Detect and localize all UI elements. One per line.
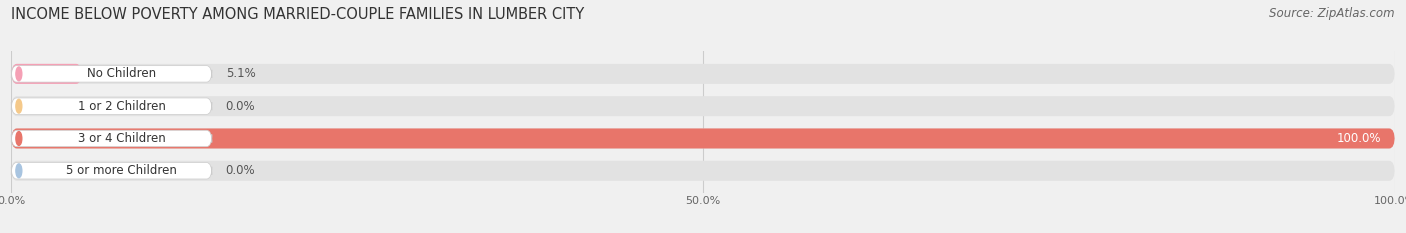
Text: Source: ZipAtlas.com: Source: ZipAtlas.com [1270, 7, 1395, 20]
FancyBboxPatch shape [11, 130, 212, 147]
FancyBboxPatch shape [11, 128, 1395, 148]
Circle shape [15, 67, 22, 81]
Circle shape [15, 164, 22, 178]
Text: 0.0%: 0.0% [226, 100, 256, 113]
Text: 5.1%: 5.1% [226, 67, 256, 80]
Text: No Children: No Children [87, 67, 156, 80]
Text: 1 or 2 Children: 1 or 2 Children [77, 100, 166, 113]
FancyBboxPatch shape [11, 161, 1395, 181]
FancyBboxPatch shape [11, 96, 1395, 116]
FancyBboxPatch shape [11, 163, 212, 179]
FancyBboxPatch shape [11, 64, 1395, 84]
Circle shape [15, 99, 22, 113]
Text: 3 or 4 Children: 3 or 4 Children [77, 132, 166, 145]
Text: INCOME BELOW POVERTY AMONG MARRIED-COUPLE FAMILIES IN LUMBER CITY: INCOME BELOW POVERTY AMONG MARRIED-COUPL… [11, 7, 585, 22]
FancyBboxPatch shape [11, 128, 1395, 148]
Text: 0.0%: 0.0% [226, 164, 256, 177]
FancyBboxPatch shape [11, 66, 212, 82]
Text: 100.0%: 100.0% [1337, 132, 1381, 145]
Circle shape [15, 132, 22, 145]
Text: 5 or more Children: 5 or more Children [66, 164, 177, 177]
FancyBboxPatch shape [11, 98, 212, 114]
FancyBboxPatch shape [11, 64, 82, 84]
